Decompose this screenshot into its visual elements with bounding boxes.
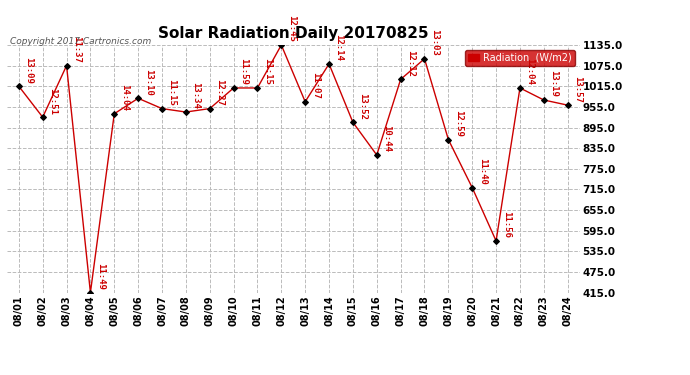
Text: 13:52: 13:52: [359, 93, 368, 120]
Point: [132, 95, 144, 101]
Point: [276, 42, 287, 48]
Text: 13:34: 13:34: [191, 82, 200, 109]
Text: 13:19: 13:19: [549, 70, 558, 97]
Text: 11:59: 11:59: [239, 58, 248, 85]
Text: 11:15: 11:15: [168, 79, 177, 106]
Text: 12:27: 12:27: [215, 79, 224, 106]
Text: 12:14: 12:14: [335, 34, 344, 61]
Point: [347, 119, 358, 125]
Point: [252, 85, 263, 91]
Text: 11:07: 11:07: [310, 72, 319, 99]
Point: [443, 136, 454, 142]
Point: [395, 76, 406, 82]
Text: 11:37: 11:37: [72, 36, 81, 63]
Point: [37, 114, 48, 120]
Point: [491, 238, 502, 244]
Point: [180, 109, 191, 115]
Point: [324, 61, 335, 67]
Text: 11:56: 11:56: [502, 211, 511, 238]
Text: 12:51: 12:51: [48, 87, 57, 114]
Text: 12:12: 12:12: [406, 50, 415, 76]
Text: Copyright 2017 Cartronics.com: Copyright 2017 Cartronics.com: [10, 38, 152, 46]
Point: [466, 184, 477, 190]
Point: [85, 290, 96, 296]
Legend: Radiation  (W/m2): Radiation (W/m2): [464, 50, 575, 66]
Text: 13:09: 13:09: [24, 57, 33, 84]
Text: 12:45: 12:45: [287, 15, 296, 42]
Text: 11:49: 11:49: [96, 263, 105, 290]
Point: [538, 97, 549, 103]
Text: 13:57: 13:57: [573, 75, 582, 102]
Point: [562, 102, 573, 108]
Point: [61, 63, 72, 69]
Title: Solar Radiation Daily 20170825: Solar Radiation Daily 20170825: [158, 26, 428, 41]
Point: [515, 85, 526, 91]
Text: 11:15: 11:15: [263, 58, 272, 85]
Point: [13, 83, 24, 89]
Text: 12:59: 12:59: [454, 110, 463, 137]
Point: [204, 106, 215, 112]
Text: 11:40: 11:40: [477, 158, 486, 185]
Point: [157, 106, 168, 112]
Point: [299, 99, 310, 105]
Point: [109, 111, 120, 117]
Point: [419, 56, 430, 62]
Text: 12:04: 12:04: [526, 58, 535, 85]
Text: 14:04: 14:04: [120, 84, 129, 111]
Point: [228, 85, 239, 91]
Text: 13:10: 13:10: [144, 69, 152, 96]
Text: 13:03: 13:03: [430, 29, 439, 56]
Text: 10:44: 10:44: [382, 125, 391, 152]
Point: [371, 152, 382, 158]
